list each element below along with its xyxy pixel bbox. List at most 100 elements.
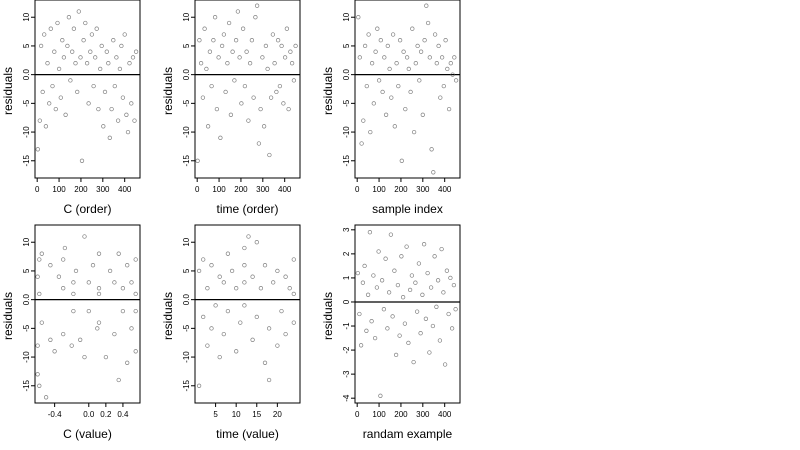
- data-point: [275, 343, 280, 348]
- data-point: [86, 101, 91, 106]
- y-tick-label: 5: [182, 268, 191, 273]
- y-tick-label: 5: [22, 43, 31, 48]
- data-point: [357, 311, 362, 317]
- plot-frame: [34, 224, 141, 404]
- y-tick-label: -5: [22, 324, 31, 332]
- data-point: [133, 257, 138, 262]
- data-point: [205, 286, 210, 291]
- data-point: [260, 55, 265, 60]
- data-point: [274, 89, 279, 95]
- y-tick-label: 0.0: [342, 69, 351, 81]
- data-point: [198, 61, 204, 66]
- data-point: [112, 83, 117, 89]
- data-point: [247, 61, 253, 66]
- data-point: [35, 372, 40, 377]
- data-point: [86, 280, 91, 285]
- data-point: [361, 118, 366, 123]
- data-point: [420, 292, 425, 297]
- data-point: [387, 66, 392, 72]
- panel-random-example: 0 100 200 300 400 -4 -3 -2 -1 0 1 2 3 randam example r…: [321, 224, 461, 441]
- data-point: [112, 331, 117, 337]
- data-point: [217, 274, 222, 279]
- data-point: [96, 251, 102, 256]
- x-tick-label: 20: [273, 410, 282, 419]
- data-point: [441, 290, 446, 295]
- data-point: [37, 383, 42, 388]
- data-point: [368, 129, 373, 135]
- data-point: [284, 26, 290, 31]
- data-point: [82, 234, 87, 239]
- plot-frame: [354, 224, 461, 404]
- data-point: [283, 274, 288, 279]
- data-point: [407, 287, 413, 293]
- data-point: [209, 83, 214, 89]
- data-point: [262, 263, 268, 268]
- data-point: [291, 257, 296, 262]
- x-tick-label: 400: [438, 185, 452, 194]
- x-tick-label: 0.4: [117, 410, 129, 419]
- data-point: [216, 55, 221, 60]
- y-tick-label: 0: [342, 299, 351, 304]
- data-point: [399, 254, 404, 259]
- data-point: [39, 251, 44, 256]
- data-point: [116, 377, 121, 383]
- data-point: [78, 55, 83, 60]
- data-point: [256, 141, 262, 146]
- data-point: [45, 61, 50, 66]
- data-point: [432, 254, 437, 259]
- data-point: [232, 78, 237, 83]
- data-point: [96, 320, 102, 325]
- data-point: [133, 308, 138, 314]
- data-point: [133, 49, 139, 54]
- data-point: [86, 308, 91, 314]
- data-point: [91, 83, 96, 89]
- data-point: [234, 286, 239, 291]
- data-point: [266, 326, 272, 331]
- x-tick-label: 200: [74, 185, 88, 194]
- data-point: [63, 112, 68, 117]
- data-point: [102, 89, 108, 95]
- data-point: [130, 55, 136, 60]
- data-point: [286, 106, 291, 112]
- data-point: [96, 291, 102, 297]
- y-tick-label: 5: [342, 43, 351, 48]
- data-point: [95, 326, 100, 331]
- x-axis-label: sample index: [372, 202, 443, 216]
- data-point: [71, 280, 76, 285]
- y-axis-label: residuals: [1, 292, 15, 340]
- data-point: [61, 55, 67, 60]
- data-point: [52, 349, 57, 354]
- data-point: [53, 106, 58, 112]
- data-point: [61, 331, 66, 337]
- data-point: [360, 280, 366, 285]
- data-point: [230, 49, 235, 54]
- data-point: [362, 43, 368, 49]
- data-point: [129, 280, 134, 285]
- data-point: [442, 362, 448, 367]
- data-point: [374, 285, 380, 290]
- data-point: [52, 49, 57, 54]
- data-point: [68, 78, 73, 83]
- data-point: [221, 32, 227, 37]
- data-point: [94, 26, 99, 31]
- data-point: [197, 38, 202, 43]
- data-point: [122, 32, 127, 37]
- y-tick-label: 0.0: [22, 294, 31, 306]
- data-point: [115, 118, 121, 123]
- data-point: [223, 89, 228, 95]
- data-point: [379, 278, 385, 283]
- data-point: [369, 61, 375, 66]
- panel-c-value: -0.4 0.0 0.2 0.4 -15 -10 -5 0.0 5 10 C (value) resi…: [1, 224, 141, 441]
- x-tick-label: 100: [372, 185, 386, 194]
- data-point: [445, 66, 450, 72]
- x-tick-label: 300: [416, 185, 430, 194]
- data-point: [385, 326, 390, 331]
- data-point: [242, 280, 247, 285]
- data-point: [70, 49, 75, 54]
- data-point: [82, 354, 87, 360]
- data-point: [437, 338, 443, 343]
- data-point: [218, 135, 223, 140]
- data-point: [75, 89, 80, 95]
- data-point: [124, 112, 129, 117]
